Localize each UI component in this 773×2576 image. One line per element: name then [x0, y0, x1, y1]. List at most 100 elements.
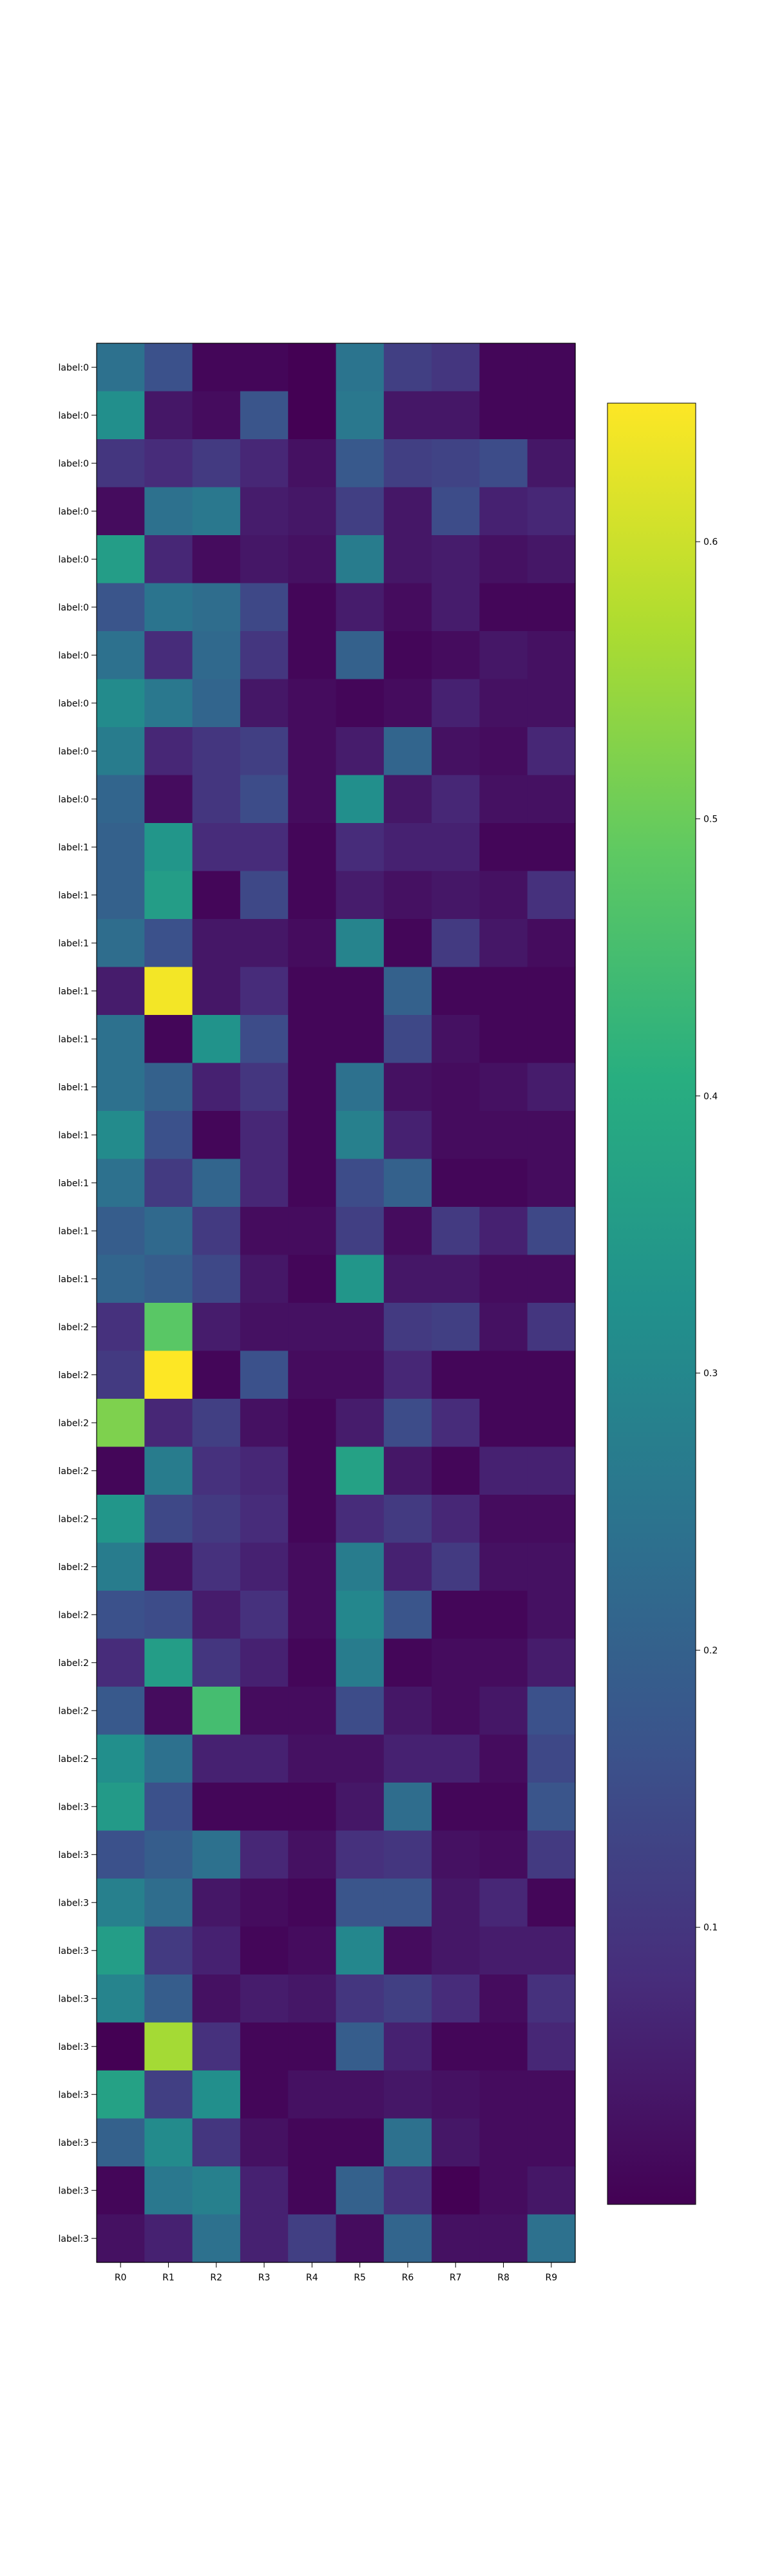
y-tick-label: label:0	[59, 363, 89, 373]
heatmap-cell	[527, 1687, 576, 1736]
heatmap-cell	[527, 439, 576, 488]
heatmap-cell	[97, 439, 145, 488]
heatmap-cell	[144, 679, 193, 728]
heatmap-cell	[432, 1063, 480, 1112]
heatmap-cell	[97, 1303, 145, 1352]
heatmap-cell	[479, 2022, 528, 2071]
heatmap-cell	[288, 2214, 337, 2263]
heatmap-cell	[336, 1303, 385, 1352]
heatmap-cell	[383, 1350, 432, 1399]
heatmap-cell	[97, 1111, 145, 1160]
heatmap-cell	[97, 2022, 145, 2071]
heatmap-cell	[336, 1350, 385, 1399]
heatmap-cell	[479, 823, 528, 872]
heatmap-cell	[527, 1350, 576, 1399]
y-tick-label: label:1	[59, 1034, 89, 1045]
heatmap-cell	[240, 679, 289, 728]
heatmap-cell	[479, 2214, 528, 2263]
heatmap-cell	[479, 727, 528, 776]
y-tick-label: label:1	[59, 1226, 89, 1236]
heatmap-cell	[192, 1159, 241, 1208]
heatmap-cell	[479, 1975, 528, 2023]
heatmap-cell	[336, 2022, 385, 2071]
heatmap-cell	[192, 1734, 241, 1783]
heatmap-cell	[240, 1015, 289, 1064]
heatmap-cell	[144, 535, 193, 584]
heatmap-cell	[144, 487, 193, 536]
heatmap-cell	[527, 1926, 576, 1975]
heatmap-cell	[479, 1830, 528, 1879]
colorbar-gradient	[607, 402, 696, 2205]
heatmap-cell	[192, 1687, 241, 1736]
heatmap-cell	[97, 1063, 145, 1112]
heatmap-cell	[336, 919, 385, 968]
heatmap-cell	[432, 1350, 480, 1399]
heatmap-cell	[240, 967, 289, 1016]
heatmap-cell	[240, 487, 289, 536]
heatmap-cell	[336, 487, 385, 536]
heatmap-cell	[97, 583, 145, 632]
heatmap-cell	[336, 727, 385, 776]
heatmap-cell	[336, 1687, 385, 1736]
heatmap-cell	[336, 1063, 385, 1112]
heatmap-cell	[336, 1495, 385, 1544]
heatmap-cell	[144, 919, 193, 968]
heatmap-cell	[383, 1542, 432, 1591]
heatmap-cell	[479, 1111, 528, 1160]
heatmap-cell	[336, 823, 385, 872]
heatmap-cell	[383, 1399, 432, 1448]
heatmap-cell	[527, 919, 576, 968]
heatmap-cell	[97, 1350, 145, 1399]
y-tick-label: label:0	[59, 411, 89, 421]
heatmap-cell	[97, 343, 145, 392]
heatmap-cell	[240, 583, 289, 632]
heatmap-cell	[240, 343, 289, 392]
heatmap-cell	[240, 2022, 289, 2071]
heatmap-cell	[144, 1495, 193, 1544]
heatmap-cell	[192, 823, 241, 872]
heatmap-cell	[192, 1926, 241, 1975]
heatmap-cell	[97, 1446, 145, 1495]
heatmap-cell	[383, 535, 432, 584]
heatmap-cell	[97, 823, 145, 872]
heatmap-cell	[527, 1399, 576, 1448]
heatmap-cell	[240, 1446, 289, 1495]
heatmap-cell	[527, 1495, 576, 1544]
heatmap-cell	[479, 1542, 528, 1591]
heatmap-cell	[192, 583, 241, 632]
heatmap-cell	[336, 1159, 385, 1208]
heatmap-cell	[432, 2214, 480, 2263]
heatmap-cell	[288, 1255, 337, 1303]
heatmap-cell	[479, 1638, 528, 1687]
heatmap-cell	[383, 1830, 432, 1879]
heatmap-cell	[144, 775, 193, 824]
x-tick-label: R4	[306, 2273, 318, 2283]
heatmap-cell	[527, 1063, 576, 1112]
heatmap-cell	[527, 1638, 576, 1687]
x-tick-label: R7	[450, 2273, 462, 2283]
heatmap-cell	[383, 967, 432, 1016]
heatmap-cell	[144, 583, 193, 632]
heatmap-cell	[240, 1926, 289, 1975]
heatmap-cell	[336, 2070, 385, 2119]
heatmap-cell	[336, 1111, 385, 1160]
heatmap-cell	[383, 1015, 432, 1064]
heatmap-cell	[336, 967, 385, 1016]
y-tick-label: label:0	[59, 699, 89, 709]
heatmap-cell	[240, 1591, 289, 1640]
x-axis: R0 R1 R2 R3 R4 R5 R6 R7 R8 R9	[115, 2262, 557, 2283]
heatmap-cell	[144, 2070, 193, 2119]
heatmap-cell	[97, 919, 145, 968]
heatmap-cell	[97, 727, 145, 776]
heatmap-cell	[336, 1734, 385, 1783]
heatmap-cell	[192, 1015, 241, 1064]
heatmap-cell	[479, 1591, 528, 1640]
heatmap-cell	[192, 1783, 241, 1832]
heatmap-cell	[479, 2118, 528, 2167]
heatmap-cell	[192, 775, 241, 824]
colorbar-tick-label: 0.5	[703, 814, 718, 824]
heatmap-cell	[240, 1159, 289, 1208]
y-tick-label: label:0	[59, 746, 89, 757]
heatmap-cell	[240, 871, 289, 920]
